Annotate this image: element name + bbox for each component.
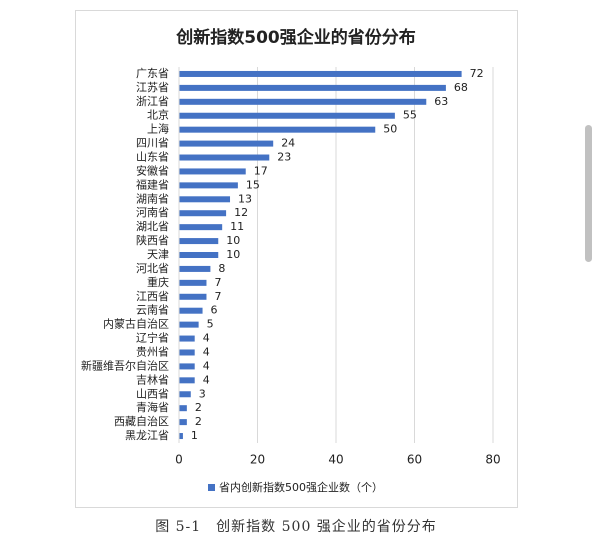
y-tick-label: 云南省 [136, 304, 169, 317]
legend-swatch [208, 484, 215, 491]
y-tick-label: 陕西省 [136, 233, 169, 247]
y-tick-label: 河南省 [136, 206, 169, 219]
y-tick-label: 辽宁省 [136, 331, 169, 345]
bar [179, 154, 270, 161]
scrollbar[interactable] [585, 125, 592, 262]
data-label: 50 [383, 123, 397, 136]
bar [179, 252, 219, 258]
y-tick-label: 黑龙江省 [125, 429, 169, 442]
bar [179, 419, 187, 426]
data-label: 13 [238, 192, 252, 205]
chart-title: 创新指数500强企业的省份分布 [175, 27, 416, 48]
y-tick-label: 江苏省 [136, 81, 169, 94]
y-tick-label: 河北省 [136, 262, 169, 275]
x-tick-label: 80 [485, 453, 500, 467]
y-tick-label: 湖北省 [136, 220, 169, 233]
bar [179, 196, 231, 203]
y-tick-label: 浙江省 [136, 95, 169, 108]
y-tick-label: 山东省 [136, 151, 169, 164]
y-tick-label: 吉林省 [136, 372, 169, 386]
x-tick-label: 0 [175, 453, 183, 467]
y-tick-label: 上海 [147, 122, 169, 136]
y-tick-label: 贵州省 [136, 345, 169, 358]
y-tick-label: 福建省 [136, 177, 169, 191]
bar [179, 433, 183, 440]
data-label: 10 [226, 234, 240, 247]
y-tick-label: 重庆 [147, 275, 169, 289]
data-label: 8 [218, 262, 225, 275]
bar [179, 265, 211, 272]
x-tick-label: 60 [407, 453, 422, 467]
bar [179, 321, 199, 328]
bar [179, 126, 376, 133]
bar [179, 70, 462, 77]
y-tick-label: 安徽省 [136, 163, 169, 177]
data-label: 5 [207, 318, 214, 331]
y-tick-label: 山西省 [136, 387, 169, 400]
data-label: 23 [277, 151, 291, 164]
data-label: 7 [214, 290, 221, 303]
data-label: 17 [254, 164, 268, 177]
chart-frame [75, 10, 518, 508]
bar [179, 307, 203, 314]
bar [179, 293, 207, 300]
data-label: 4 [203, 359, 210, 372]
y-tick-label: 北京 [147, 108, 169, 122]
bar [179, 140, 274, 147]
data-label: 68 [454, 81, 468, 94]
bar [179, 335, 195, 342]
bar [179, 405, 187, 412]
bar [179, 168, 246, 175]
data-label: 2 [195, 415, 202, 428]
bar [179, 84, 446, 91]
data-label: 6 [211, 304, 218, 317]
data-label: 63 [434, 95, 448, 108]
bar [179, 279, 207, 286]
bar [179, 112, 395, 119]
y-tick-label: 青海省 [136, 400, 169, 414]
bar [179, 349, 195, 356]
caption: 图 5-1 创新指数 500 强企业的省份分布 [155, 518, 437, 535]
x-tick-label: 40 [328, 453, 343, 467]
data-label: 1 [191, 429, 198, 442]
x-tick-label: 20 [250, 453, 265, 467]
data-label: 2 [195, 401, 202, 414]
bar [179, 210, 227, 217]
y-tick-label: 西藏自治区 [114, 414, 169, 428]
y-tick-label: 江西省 [136, 290, 169, 303]
data-label: 72 [470, 67, 484, 80]
bar [179, 391, 191, 398]
data-label: 7 [214, 276, 221, 289]
data-label: 4 [203, 373, 210, 386]
bar [179, 363, 195, 370]
data-label: 4 [203, 332, 210, 345]
bar [179, 377, 195, 384]
data-label: 24 [281, 137, 295, 150]
y-tick-label: 内蒙古自治区 [103, 317, 169, 331]
bar [179, 224, 223, 231]
data-label: 11 [230, 220, 244, 233]
y-tick-label: 天津 [147, 248, 169, 261]
bar [179, 98, 427, 105]
data-label: 10 [226, 248, 240, 261]
y-tick-label: 广东省 [136, 67, 169, 80]
y-tick-label: 四川省 [136, 137, 169, 150]
data-label: 4 [203, 345, 210, 358]
y-tick-label: 湖南省 [136, 192, 169, 205]
data-label: 3 [199, 387, 206, 400]
y-tick-label: 新疆维吾尔自治区 [81, 358, 169, 372]
data-label: 12 [234, 206, 248, 219]
legend-label: 省内创新指数500强企业数（个） [219, 480, 383, 494]
bar [179, 238, 219, 245]
data-label: 15 [246, 178, 260, 191]
bar [179, 182, 238, 189]
data-label: 55 [403, 109, 417, 122]
